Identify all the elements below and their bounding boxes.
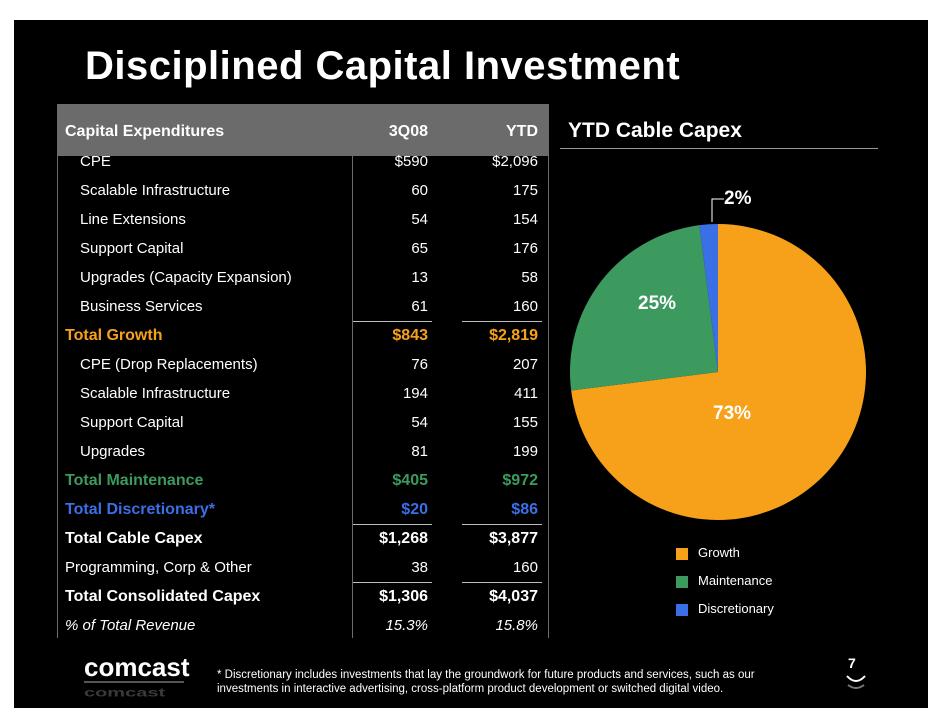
slide-title: Disciplined Capital Investment xyxy=(85,44,681,88)
table-column-rule xyxy=(57,104,58,638)
table-total-rule xyxy=(462,582,542,583)
table-cell-ytd: 207 xyxy=(512,356,538,373)
table-row-label: Upgrades xyxy=(80,443,146,460)
table-cell-ytd: 199 xyxy=(512,443,538,460)
pie-label-growth: 73% xyxy=(713,403,752,424)
table-cell-ytd: $3,877 xyxy=(489,530,538,547)
table-cell-3q08: 65 xyxy=(411,240,428,257)
table-row-label: Upgrades (Capacity Expansion) xyxy=(80,269,292,286)
table-cell-ytd: 160 xyxy=(512,559,538,576)
pie-label-maintenance: 25% xyxy=(638,293,677,314)
page-number-swoosh-icon xyxy=(846,675,866,689)
table-cell-ytd: 154 xyxy=(512,211,538,228)
table-cell-ytd: $86 xyxy=(511,501,538,518)
legend-label-maintenance: Maintenance xyxy=(698,573,773,588)
table-total-rule xyxy=(462,524,542,525)
legend-label-growth: Growth xyxy=(698,545,740,560)
table-row-label: Support Capital xyxy=(80,240,184,257)
legend-label-discretionary: Discretionary xyxy=(698,601,774,616)
table-cell-3q08: 81 xyxy=(411,443,428,460)
table-cell-3q08: 54 xyxy=(411,414,428,431)
table-cell-3q08: $1,268 xyxy=(379,530,428,547)
table-cell-ytd: $4,037 xyxy=(489,588,538,605)
table-row-label: CPE (Drop Replacements) xyxy=(80,356,258,373)
table-row-label: Total Consolidated Capex xyxy=(65,588,261,605)
table-cell-3q08: 13 xyxy=(411,269,428,286)
table-cell-3q08: $20 xyxy=(401,501,428,518)
table-column-rule xyxy=(548,104,549,638)
col-header-ytd: YTD xyxy=(506,123,538,140)
table-cell-3q08: 15.3% xyxy=(385,617,428,634)
table-cell-ytd: 15.8% xyxy=(495,617,538,634)
table-cell-ytd: 160 xyxy=(512,298,538,315)
table-total-rule xyxy=(352,321,432,322)
logo-reflection: comcast xyxy=(84,686,166,699)
logo-wordmark: comcast xyxy=(84,652,190,682)
table-row-label: Total Growth xyxy=(65,327,163,344)
table-cell-3q08: 76 xyxy=(411,356,428,373)
pie-label-discretionary: 2% xyxy=(724,188,752,209)
table-row-label: Programming, Corp & Other xyxy=(65,559,252,576)
pie-title-rule xyxy=(560,148,878,149)
table-cell-ytd: $972 xyxy=(502,472,538,489)
footnote: * Discretionary includes investments tha… xyxy=(217,669,755,695)
pie-title: YTD Cable Capex xyxy=(568,119,742,142)
table-cell-ytd: 411 xyxy=(514,385,538,402)
table-row-label: Scalable Infrastructure xyxy=(80,182,231,199)
col-header-label: Capital Expenditures xyxy=(65,123,225,140)
table-row-label: Total Discretionary* xyxy=(65,501,215,518)
table-cell-ytd: 175 xyxy=(512,182,538,199)
table-total-rule xyxy=(352,524,432,525)
page-number: 7 xyxy=(848,655,856,671)
table-cell-3q08: $405 xyxy=(392,472,428,489)
comcast-logo: comcast comcast xyxy=(66,652,196,709)
table-total-rule xyxy=(462,321,542,322)
table-cell-ytd: 155 xyxy=(512,414,538,431)
legend-swatch-maintenance xyxy=(676,576,688,588)
table-cell-3q08: $1,306 xyxy=(379,588,428,605)
table-cell-ytd: $2,819 xyxy=(489,327,538,344)
table-cell-ytd: 176 xyxy=(512,240,538,257)
table-cell-ytd: $2,096 xyxy=(492,153,538,170)
table-row-label: Support Capital xyxy=(80,414,184,431)
table-cell-3q08: 60 xyxy=(411,182,428,199)
table-cell-3q08: 54 xyxy=(411,211,428,228)
comcast-logo-mark: comcast comcast xyxy=(84,652,190,699)
table-row-label: % of Total Revenue xyxy=(65,617,196,634)
table-row-label: Scalable Infrastructure xyxy=(80,385,231,402)
table-row-label: Total Cable Capex xyxy=(65,530,203,547)
legend-swatch-discretionary xyxy=(676,604,688,616)
table-cell-3q08: 61 xyxy=(411,298,428,315)
table-cell-3q08: 38 xyxy=(411,559,428,576)
table-header-band xyxy=(57,104,549,156)
legend-swatch-growth xyxy=(676,548,688,560)
table-cell-3q08: $843 xyxy=(392,327,428,344)
table-row-label: Line Extensions xyxy=(80,211,186,228)
table-cell-3q08: 194 xyxy=(402,385,428,402)
table-row-label: Total Maintenance xyxy=(65,472,204,489)
table-row-label: CPE xyxy=(80,153,111,170)
col-header-3q08: 3Q08 xyxy=(388,123,428,140)
table-cell-ytd: 58 xyxy=(521,269,538,286)
table-total-rule xyxy=(352,582,432,583)
table-cell-3q08: $590 xyxy=(394,153,428,170)
table-column-rule xyxy=(352,104,353,638)
table-row-label: Business Services xyxy=(80,298,203,315)
